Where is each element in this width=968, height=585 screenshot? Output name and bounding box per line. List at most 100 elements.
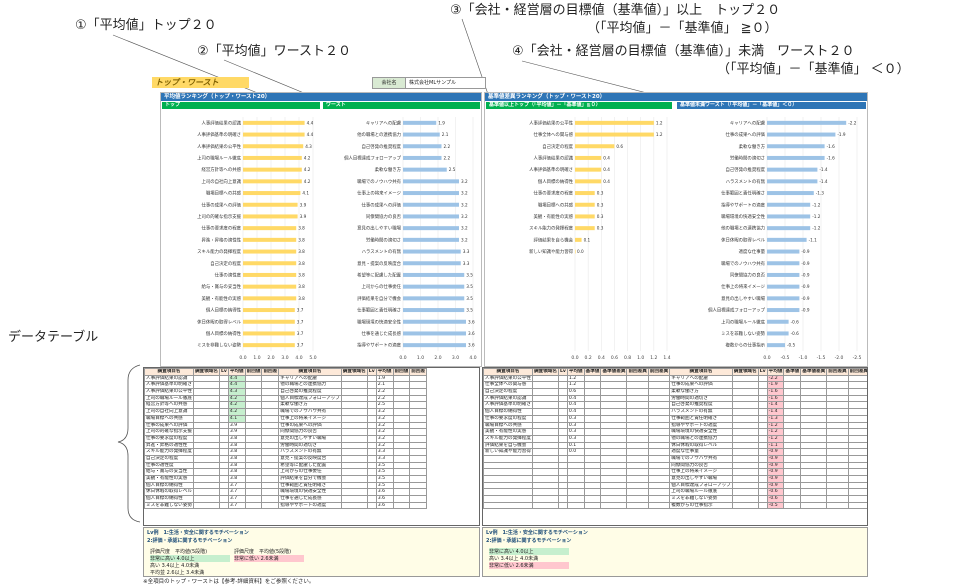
data-label: -0.9 (801, 261, 810, 266)
table-cell (340, 401, 368, 410)
table-cell: 3.7 (227, 481, 246, 490)
category-label: 仕事範囲と責任明確さ (721, 190, 765, 197)
bar (243, 249, 297, 254)
table-cell (409, 414, 428, 423)
above-subheader: 基準値以上トップ（「平均値」－「基準値」≧０） (486, 102, 672, 109)
bar (767, 319, 789, 324)
table-cell (409, 501, 428, 510)
bar (403, 261, 461, 266)
table-cell (366, 414, 377, 423)
bar (767, 191, 814, 196)
table-header-cell: Lv (218, 368, 229, 376)
table-cell (647, 388, 671, 396)
table-cell (731, 475, 759, 483)
table-cell (261, 454, 280, 463)
table-cell: 人事評価結果の公平性 (144, 388, 194, 396)
bar (403, 144, 442, 149)
table-row: 職場目標への共感 0.3 指導やサポートの適度 -1.2 (483, 421, 867, 430)
table-cell (340, 374, 368, 383)
table-cell (218, 414, 229, 423)
category-label: 給与・賞与の妥当性 (201, 283, 241, 290)
table-cell: -0.9 (766, 461, 785, 470)
table-row: 仕事の要求度の程度 0.3 仕事範囲と責任明確さ -1.3 (483, 414, 867, 423)
table-cell (826, 475, 849, 483)
table-cell (626, 394, 649, 403)
table-cell (583, 428, 602, 436)
table-cell: 休日休暇の取得レベル (144, 488, 194, 497)
category-label: 個人目標の納得性 (538, 178, 574, 185)
table-cell: 個人目標の納得性 (483, 408, 533, 416)
table-cell: 3.3 (375, 454, 394, 463)
category-label: 仕事の成果への評価 (201, 201, 241, 208)
table-cell (826, 408, 849, 416)
table-cell: ミスを非難しない姿勢 (669, 495, 733, 503)
tick-label: 4.0 (295, 355, 302, 361)
category-label: 柔軟な働き方 (739, 143, 766, 150)
panel-std-ranking: 基準値差異ランキング（トップ・ワースト20） 基準値以上トップ（「平均値」－「基… (484, 92, 868, 367)
table-cell (557, 388, 568, 396)
category-label: 他の職場との連携協力 (721, 225, 765, 232)
table-cell (366, 394, 377, 403)
data-label: 3.5 (466, 308, 473, 313)
category-label: 柔軟な働き方 (375, 166, 402, 173)
chart-std-below: 0.0 -0.5 -1.0 -1.5 -2.0 -2.5 キャリアへの配慮 -2.2 仕事の成果… (675, 111, 865, 363)
bar (575, 120, 654, 125)
table-cell (409, 421, 428, 430)
table-cell (647, 428, 671, 436)
table-cell (647, 461, 671, 470)
table-cell (566, 461, 585, 470)
table-cell (192, 461, 220, 470)
table-cell (647, 441, 671, 450)
table-cell (826, 488, 849, 497)
table-cell: 0.1 (566, 441, 585, 450)
table-cell: 0.6 (566, 388, 585, 396)
table-cell (244, 454, 263, 463)
table-cell (647, 481, 671, 490)
table-header-cell: Lv (366, 368, 377, 376)
legend-avg-level: 平均並 2.6以上 3.4未満 (150, 570, 205, 576)
table-cell: 個人目標達成フォローアップ (669, 481, 733, 490)
table-cell (600, 454, 628, 463)
table-cell (366, 421, 377, 430)
table-cell (409, 461, 428, 470)
table-cell (392, 475, 411, 483)
table-cell (261, 441, 280, 450)
table-cell: 仕事範囲と責任明確さ (278, 481, 342, 490)
table-cell (566, 501, 585, 510)
category-label: 職場目標への共感 (206, 190, 242, 197)
table-cell (531, 408, 559, 416)
table-cell: 0.0 (566, 448, 585, 456)
bar (767, 179, 818, 184)
table-cell (557, 454, 568, 463)
table-cell: 上司の職場ルール徹底 (669, 488, 733, 497)
table-cell: 同僚間協力の良否 (278, 428, 342, 436)
table-cell (192, 468, 220, 476)
table-cell (244, 495, 263, 503)
table-cell (261, 408, 280, 416)
bar (767, 120, 847, 125)
table-cell (566, 468, 585, 476)
table-cell: 仕事の要求度の程度 (144, 434, 194, 443)
table-cell: 人事評価基準の明確さ (483, 401, 533, 410)
table-cell (261, 475, 280, 483)
table-cell: 4.2 (227, 394, 246, 403)
bar (767, 144, 825, 149)
table-cell (531, 481, 559, 490)
table-cell (731, 495, 759, 503)
table-row: 仕事全体への関与感 1.2 仕事の成果への評価 -1.9 (483, 381, 867, 390)
table-cell (409, 475, 428, 483)
table-cell (261, 461, 280, 470)
table-cell (647, 448, 671, 456)
table-cell (600, 468, 628, 476)
table-cell (192, 388, 220, 396)
table-row: 人事評価基準の明確さ 0.4 自己啓発の推奨程度 -1.4 (483, 401, 867, 410)
table-cell: -1.3 (766, 414, 785, 423)
table-cell: 4.1 (227, 414, 246, 423)
tick-label: 5.0 (309, 355, 316, 361)
table-cell: 労働時間の適切さ (669, 394, 733, 403)
legend-scale-header: 評価尺度 平均値(5段階) (150, 549, 208, 555)
data-label: -0.5 (787, 343, 796, 348)
table-row: 給与・賞与の妥当性 3.8 上司からの仕事委任 3.5 (144, 468, 428, 476)
table-cell: 人事評価結果の認識 (483, 394, 533, 403)
tick-label: 0.0 (571, 355, 578, 361)
